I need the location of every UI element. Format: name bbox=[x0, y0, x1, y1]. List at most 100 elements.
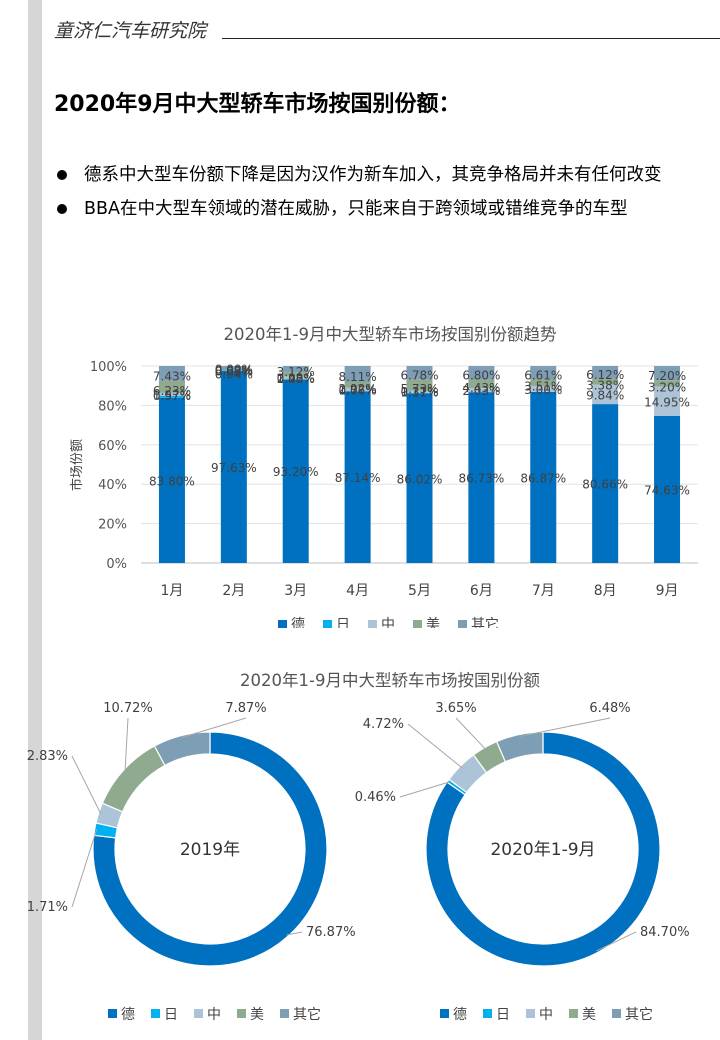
bar-e5beb7 bbox=[344, 391, 371, 563]
bar-chart-data-labels: 83.80%0.97%1.57%6.23%7.43%97.63%0.00%0.0… bbox=[149, 363, 690, 498]
bar-e697a5 bbox=[158, 396, 185, 398]
bar-e5beb7 bbox=[530, 391, 557, 563]
legend-label-e7be8e: 美 bbox=[582, 1007, 596, 1023]
data-label-e4b8ad: 2.03% bbox=[462, 384, 500, 398]
x-tick-label: 2月 bbox=[222, 583, 245, 599]
data-label-e5beb7: 97.63% bbox=[211, 461, 257, 475]
legend-swatch-e4b8ad bbox=[194, 1009, 203, 1018]
bar-chart-bars bbox=[158, 365, 681, 563]
bar-e585b6e5ae83 bbox=[468, 366, 495, 380]
bar-e5beb7 bbox=[406, 393, 433, 563]
legend-swatch-e585b6e5ae83 bbox=[458, 620, 467, 628]
donut-data-label: 6.48% bbox=[589, 701, 630, 716]
x-tick-label: 3月 bbox=[284, 583, 307, 599]
data-label-e4b8ad: 3.00% bbox=[524, 383, 562, 397]
data-label-e4b8ad: 1.57% bbox=[153, 388, 191, 402]
legend-label-e4b8ad: 中 bbox=[539, 1007, 553, 1023]
data-label-e7be8e: 6.23% bbox=[153, 384, 191, 398]
bar-e4b8ad bbox=[468, 388, 495, 393]
bar-e585b6e5ae83 bbox=[282, 366, 309, 373]
data-label-e697a5: 0.00% bbox=[215, 363, 253, 377]
data-label-e5beb7: 86.73% bbox=[459, 472, 505, 486]
donut-chart-legend: 德 日 中 美 其它 德 日 中 美 其它 bbox=[108, 1006, 653, 1023]
legend-swatch-e7be8e bbox=[413, 620, 422, 628]
x-tick-label: 6月 bbox=[470, 583, 493, 599]
bar-e585b6e5ae83 bbox=[220, 366, 247, 371]
y-tick-label: 20% bbox=[98, 518, 127, 533]
bar-e585b6e5ae83 bbox=[530, 366, 557, 380]
donut-data-label: 10.72% bbox=[103, 701, 153, 716]
donut-slice-e7be8e bbox=[101, 745, 166, 813]
donut-center-label: 2020年1-9月 bbox=[490, 840, 595, 860]
bar-e585b6e5ae83 bbox=[158, 366, 185, 381]
legend-swatch-e697a5 bbox=[483, 1009, 492, 1018]
data-label-e7be8e: 2.28% bbox=[277, 371, 315, 385]
donut-slice-e585b6e5ae83 bbox=[495, 731, 544, 763]
leader-line bbox=[455, 717, 487, 750]
donut-data-label: 2.83% bbox=[27, 749, 68, 764]
legend-label-e5beb7: 德 bbox=[453, 1007, 467, 1023]
legend-swatch-e4b8ad bbox=[368, 620, 377, 628]
legend-swatch-e7be8e bbox=[237, 1009, 246, 1018]
bullet-item: BBA在中大型车领域的潜在威胁，只能来自于跨领域或错维竞争的车型 bbox=[54, 192, 662, 226]
data-label-e5beb7: 93.20% bbox=[273, 465, 319, 479]
bar-chart-legend: 德 日 中 美 其它 bbox=[278, 616, 499, 628]
donut-slice-e5beb7 bbox=[92, 731, 328, 967]
bar-e4b8ad bbox=[282, 376, 309, 380]
leader-line bbox=[181, 717, 247, 738]
donut-charts: 2020年1-9月中大型轿车市场按国别份额 76.87% 1.71% 2.83% 10… bbox=[27, 671, 690, 1023]
bar-e585b6e5ae83 bbox=[344, 366, 371, 382]
header-underline bbox=[222, 38, 720, 39]
bar-e585b6e5ae83 bbox=[592, 366, 619, 379]
legend-swatch-e5beb7 bbox=[440, 1009, 449, 1018]
bar-e7be8e bbox=[406, 379, 433, 391]
bullet-list: 德系中大型车份额下降是因为汉作为新车加入，其竞争格局并未有任何改变 BBA在中大… bbox=[54, 158, 662, 226]
legend-label-e697a5: 日 bbox=[496, 1007, 510, 1023]
bar-e4b8ad bbox=[592, 384, 619, 405]
x-tick-label: 1月 bbox=[160, 583, 183, 599]
data-label-e4b8ad: 1.77% bbox=[339, 383, 377, 397]
donut-slices bbox=[92, 731, 661, 967]
leader-line bbox=[71, 755, 102, 814]
y-tick-label: 0% bbox=[106, 557, 127, 572]
data-label-e7be8e: 3.20% bbox=[648, 380, 686, 394]
data-label-e585b6e5ae83: 7.43% bbox=[153, 369, 191, 383]
bar-e7be8e bbox=[654, 380, 681, 387]
donut-data-labels: 76.87% 1.71% 2.83% 10.72% 7.87% 84.70% 0.46% 4.… bbox=[27, 701, 690, 940]
bar-chart-y-axis-label: 市场份额 bbox=[69, 439, 85, 491]
data-label-e585b6e5ae83: 6.12% bbox=[586, 368, 624, 382]
donut-data-label: 0.46% bbox=[355, 790, 396, 805]
x-tick-label: 9月 bbox=[656, 583, 679, 599]
donut-data-label: 1.71% bbox=[27, 900, 68, 915]
bar-e5beb7 bbox=[654, 415, 681, 563]
bar-e4b8ad bbox=[530, 385, 557, 392]
legend-label-e697a5: 日 bbox=[164, 1007, 178, 1023]
bar-e697a5 bbox=[406, 392, 433, 394]
legend-label-e7be8e: 美 bbox=[250, 1007, 264, 1023]
leader-line bbox=[71, 829, 98, 908]
data-label-e5beb7: 86.02% bbox=[397, 472, 443, 486]
donut-data-label: 3.65% bbox=[435, 701, 476, 716]
donut-data-label: 76.87% bbox=[306, 925, 356, 940]
legend-label-e5beb7: 德 bbox=[121, 1007, 135, 1023]
y-tick-label: 80% bbox=[98, 399, 127, 414]
legend-swatch-e7be8e bbox=[569, 1009, 578, 1018]
data-label-e7be8e: 5.73% bbox=[400, 382, 438, 396]
data-label-e697a5: 0.97% bbox=[153, 389, 191, 403]
bar-e5beb7 bbox=[592, 404, 619, 563]
data-label-e5beb7: 80.66% bbox=[582, 478, 628, 492]
page-title: 2020年9月中大型轿车市场按国别份额： bbox=[54, 92, 461, 117]
data-label-e4b8ad: 1.11% bbox=[400, 386, 438, 400]
data-label-e4b8ad: 0.08% bbox=[215, 365, 253, 379]
data-label-e5beb7: 87.14% bbox=[335, 471, 381, 485]
data-label-e5beb7: 86.87% bbox=[520, 471, 566, 485]
donut-data-label: 4.72% bbox=[363, 717, 404, 732]
legend-label-e585b6e5ae83: 其它 bbox=[625, 1006, 653, 1023]
data-label-e585b6e5ae83: 6.61% bbox=[524, 369, 562, 383]
header-text: 童济仁汽车研究院 bbox=[54, 20, 207, 42]
donut-center-labels: 2019年 2020年1-9月 bbox=[180, 840, 596, 860]
donut-data-label: 84.70% bbox=[640, 925, 690, 940]
legend-swatch-e585b6e5ae83 bbox=[280, 1009, 289, 1018]
bullet-item: 德系中大型车份额下降是因为汉作为新车加入，其竞争格局并未有任何改变 bbox=[54, 158, 662, 192]
bar-e7be8e bbox=[468, 379, 495, 389]
